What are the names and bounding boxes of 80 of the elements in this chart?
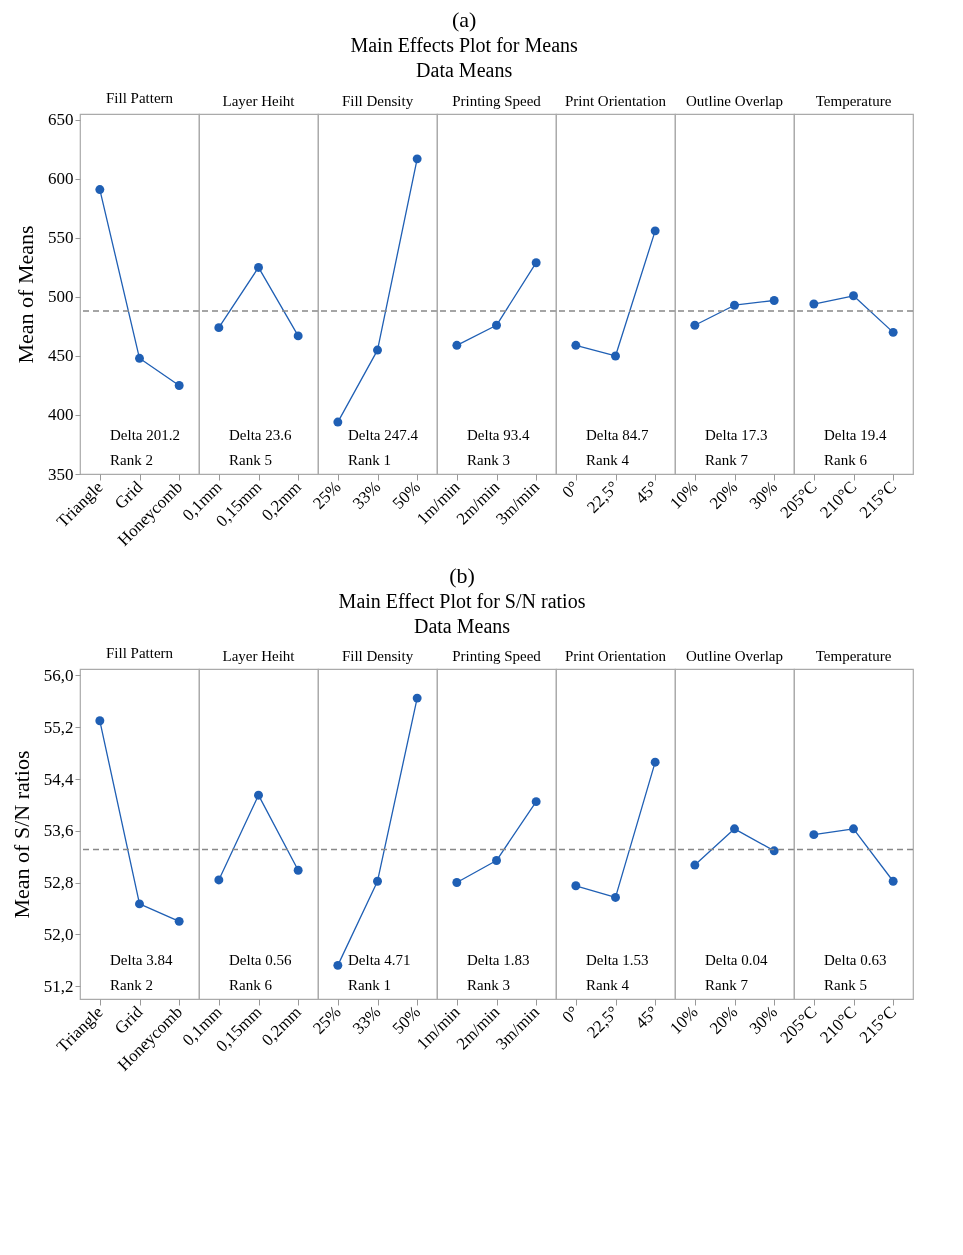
annotation: Delta 93.4	[467, 427, 530, 443]
x-tick-label: 45°	[631, 1002, 663, 1033]
chart-title: Fill Density	[341, 648, 414, 664]
annotation: Rank 4	[586, 452, 630, 468]
annotation: Delta 1.83	[467, 952, 530, 968]
annotation: Rank 6	[229, 977, 273, 993]
y-axis-title: Mean of S/N ratios	[8, 750, 34, 919]
x-tick-label: 25%	[309, 1002, 345, 1038]
chart-title: Outline Overlap	[685, 93, 784, 109]
x-tick-label: 45°	[631, 477, 663, 508]
x-tick-label: 33%	[348, 1002, 385, 1038]
annotation: Delta 19.4	[824, 427, 887, 443]
x-tick-label: 10%	[666, 477, 702, 513]
chart-subtitle: (a) Main Effects Plot for Means Data Means	[350, 7, 579, 82]
point	[95, 716, 105, 726]
annotation: Delta 3.84	[110, 952, 173, 968]
chart-title: Layer Heiht	[222, 93, 296, 109]
chart-title: Print Orientation	[564, 648, 667, 664]
y-tick-label: 650	[48, 110, 74, 130]
point	[135, 899, 144, 909]
annotation: Rank 3	[467, 452, 510, 468]
chart-title: Printing Speed	[452, 93, 542, 109]
chart-subtitle: (b) Main Effect Plot for S/N ratios Data Means	[338, 562, 586, 637]
annotation: Rank 7	[705, 452, 749, 468]
chart-title: Fill Pattern	[105, 89, 174, 106]
annotation: Delta 201.2	[110, 427, 180, 443]
annotation: Delta 247.4	[348, 427, 419, 443]
y-tick-label: 350	[48, 464, 74, 484]
point	[135, 353, 144, 363]
y-tick-label: 600	[48, 169, 74, 189]
y-tick-label: 450	[48, 346, 74, 366]
annotation: Rank 1	[348, 452, 391, 468]
annotation: Rank 3	[467, 977, 510, 993]
annotation: Delta 1.53	[586, 952, 649, 968]
annotation: Delta 0.63	[824, 952, 887, 968]
point	[95, 185, 105, 194]
annotation: Rank 2	[110, 452, 153, 468]
annotation: Delta 0.56	[229, 952, 292, 968]
annotation: Rank 2	[110, 977, 153, 993]
x-tick-label: 0°	[558, 1002, 583, 1027]
y-tick-label: 52,8	[43, 873, 74, 893]
y-tick-label: 500	[48, 287, 74, 307]
annotation: Rank 4	[586, 977, 630, 993]
y-tick-label: 550	[48, 228, 74, 248]
annotation: Rank 1	[348, 977, 391, 993]
chart-title: Outline Overlap	[685, 648, 784, 664]
x-tick-label: 20%	[705, 1002, 742, 1038]
point	[174, 381, 184, 390]
x-tick-label: 0°	[558, 477, 583, 502]
x-tick-label: 20%	[705, 477, 742, 513]
y-tick-label: 53,6	[43, 821, 74, 841]
chart-title: Fill Density	[341, 93, 414, 109]
annotation: Delta 17.3	[705, 427, 768, 443]
annotation: Rank 5	[824, 977, 867, 993]
x-tick-label: 10%	[666, 1002, 702, 1038]
annotation: Delta 84.7	[586, 427, 649, 443]
x-tick-label: 33%	[348, 477, 385, 513]
chart-title: Print Orientation	[564, 93, 667, 109]
chart-title: Layer Heiht	[222, 648, 296, 664]
annotation: Rank 5	[229, 452, 272, 468]
y-tick-label: 55,2	[43, 717, 74, 737]
annotation: Rank 6	[824, 452, 868, 468]
y-tick-label: 400	[48, 405, 74, 425]
chart-title: Temperature	[815, 93, 892, 109]
x-tick-label: 50%	[388, 1002, 425, 1038]
annotation: Delta 0.04	[705, 952, 768, 968]
chart-title: Printing Speed	[452, 648, 542, 664]
chart-title: Temperature	[815, 648, 892, 664]
chart-title: Fill Pattern	[105, 645, 174, 662]
point	[174, 916, 184, 926]
annotation: Rank 7	[705, 977, 749, 993]
x-tick-label: 50%	[388, 477, 425, 513]
x-tick-label: 25%	[309, 477, 345, 513]
y-tick-label: 54,4	[43, 769, 74, 789]
y-axis-title: Mean of Means	[13, 225, 38, 364]
y-tick-label: 56,0	[43, 665, 74, 685]
y-tick-label: 52,0	[43, 924, 74, 944]
annotation: Delta 23.6	[229, 427, 292, 443]
annotation: Delta 4.71	[348, 952, 411, 968]
y-tick-label: 51,2	[43, 976, 74, 996]
